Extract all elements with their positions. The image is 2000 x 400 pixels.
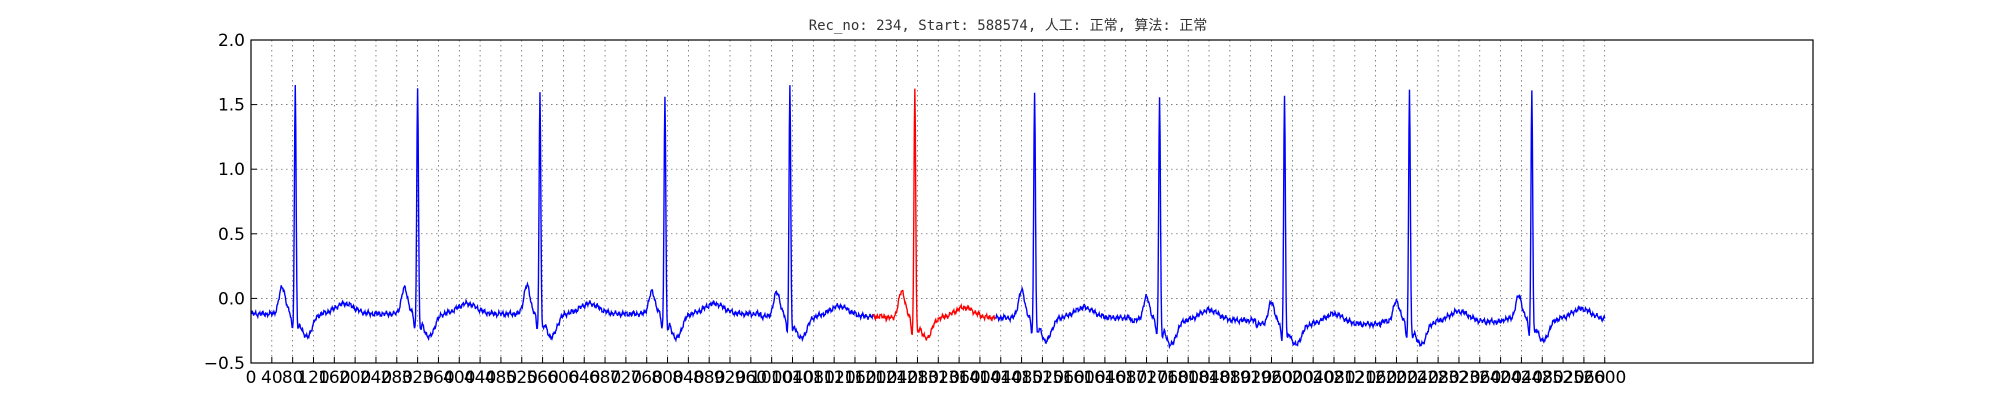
signal-line-pre	[250, 85, 874, 343]
ecg-signal	[250, 85, 1606, 350]
x-tick-label: 160	[318, 368, 350, 388]
x-tick-label: 1240	[875, 368, 918, 388]
x-tick-label: 0	[246, 368, 257, 388]
x-tick-label: 1400	[958, 368, 1001, 388]
x-tick-label: 960	[735, 368, 767, 388]
x-tick-label: 1200	[854, 368, 897, 388]
x-tick-label: 2160	[1354, 368, 1397, 388]
x-tick-label: 2200	[1375, 368, 1418, 388]
y-axis-ticks: 2.0 1.5 1.0 0.5 0.0 −0.5	[204, 31, 257, 374]
x-tick-label: 1640	[1083, 368, 1126, 388]
x-tick-label: 1560	[1042, 368, 1085, 388]
x-tick-label: 2520	[1541, 368, 1584, 388]
x-tick-label: 720	[610, 368, 642, 388]
x-tick-label: 560	[526, 368, 558, 388]
x-tick-label: 600	[547, 368, 579, 388]
y-tick-label: 2.0	[218, 31, 245, 51]
y-tick-label: 1.5	[218, 96, 245, 116]
y-tick-label: 0.0	[218, 289, 245, 309]
x-tick-label: 1840	[1187, 368, 1230, 388]
x-tick-label: 880	[693, 368, 725, 388]
x-tick-label: 120	[297, 368, 329, 388]
x-tick-label: 240	[360, 368, 392, 388]
x-tick-label: 2600	[1583, 368, 1626, 388]
x-tick-label: 2320	[1437, 368, 1480, 388]
x-tick-label: 1720	[1125, 368, 1168, 388]
x-tick-label: 1000	[750, 368, 793, 388]
x-tick-label: 920	[714, 368, 746, 388]
x-tick-label: 2400	[1479, 368, 1522, 388]
x-tick-label: 680	[589, 368, 621, 388]
x-tick-label: 800	[651, 368, 683, 388]
x-tick-label: 2360	[1458, 368, 1501, 388]
x-tick-label: 1440	[979, 368, 1022, 388]
x-tick-label: 1880	[1208, 368, 1251, 388]
x-tick-label: 80	[282, 368, 304, 388]
x-tick-label: 1480	[1000, 368, 1043, 388]
x-tick-label: 1120	[813, 368, 856, 388]
x-tick-label: 1800	[1167, 368, 1210, 388]
x-tick-label: 1160	[833, 368, 876, 388]
chart-title: Rec_no: 234, Start: 588574, 人工: 正常, 算法: …	[809, 18, 1208, 34]
signal-line-post	[995, 89, 1606, 350]
x-tick-label: 2040	[1292, 368, 1335, 388]
x-tick-label: 2240	[1396, 368, 1439, 388]
x-tick-label: 2560	[1562, 368, 1605, 388]
x-tick-label: 1320	[917, 368, 960, 388]
grid-lines	[250, 39, 1813, 364]
x-tick-label: 2000	[1271, 368, 1314, 388]
x-tick-label: 360	[422, 368, 454, 388]
x-tick-label: 1960	[1250, 368, 1293, 388]
x-tick-label: 400	[443, 368, 475, 388]
y-tick-label: 1.0	[218, 160, 245, 180]
x-tick-label: 1040	[771, 368, 814, 388]
x-tick-label: 280	[381, 368, 413, 388]
x-tick-label: 2120	[1333, 368, 1376, 388]
x-tick-label: 1680	[1104, 368, 1147, 388]
x-tick-label: 1600	[1062, 368, 1105, 388]
x-tick-label: 1520	[1021, 368, 1064, 388]
x-tick-label: 320	[401, 368, 433, 388]
x-tick-label: 520	[506, 368, 538, 388]
y-tick-label: 0.5	[218, 225, 245, 245]
x-tick-label: 200	[339, 368, 371, 388]
x-tick-label: 760	[630, 368, 662, 388]
x-tick-label: 40	[261, 368, 283, 388]
highlighted-beat-line	[872, 88, 996, 341]
x-tick-label: 640	[568, 368, 600, 388]
x-tick-label: 2440	[1500, 368, 1543, 388]
x-tick-label: 1080	[792, 368, 835, 388]
x-axis-ticks: 0 40 8012016020024028032036040044048052056…	[246, 357, 1626, 388]
x-tick-label: 1920	[1229, 368, 1272, 388]
x-tick-label: 2480	[1521, 368, 1564, 388]
x-tick-label: 1360	[937, 368, 980, 388]
x-tick-label: 480	[485, 368, 517, 388]
x-tick-label: 2080	[1312, 368, 1355, 388]
plot-frame	[250, 39, 1814, 364]
x-tick-label: 840	[672, 368, 704, 388]
y-tick-label: −0.5	[204, 354, 245, 374]
x-tick-label: 440	[464, 368, 496, 388]
x-tick-label: 2280	[1416, 368, 1459, 388]
x-tick-label: 1760	[1146, 368, 1189, 388]
x-tick-label: 1280	[896, 368, 939, 388]
